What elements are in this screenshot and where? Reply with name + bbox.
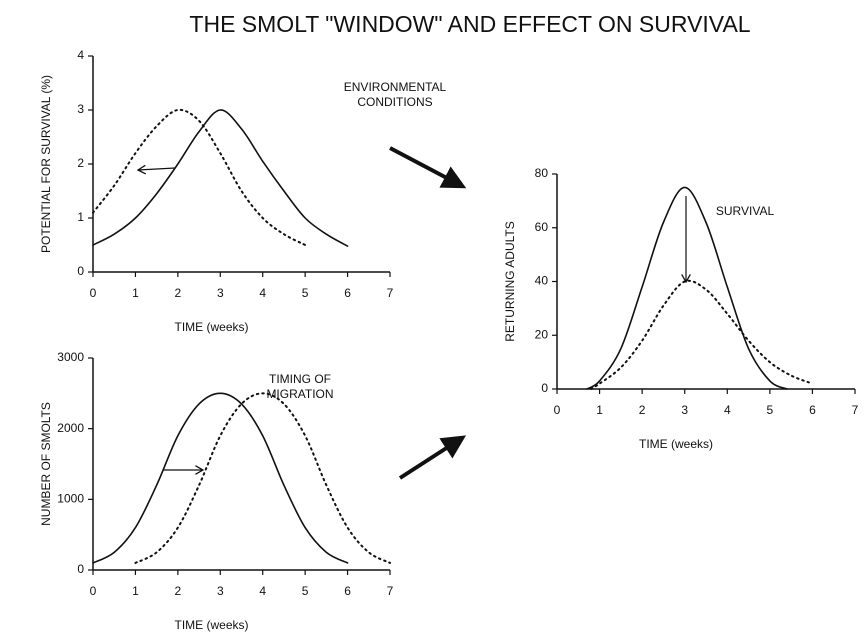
x-tick-label: 0 bbox=[90, 584, 97, 598]
x-axis-label: TIME (weeks) bbox=[174, 320, 248, 334]
x-tick-label: 6 bbox=[809, 403, 816, 417]
line-series bbox=[92, 109, 349, 247]
y-tick-label: 0 bbox=[77, 562, 84, 576]
y-axis-label: NUMBER OF SMOLTS bbox=[39, 402, 53, 526]
line-series bbox=[590, 279, 814, 390]
x-tick-label: 3 bbox=[217, 584, 224, 598]
figure-title: THE SMOLT "WINDOW" AND EFFECT ON SURVIVA… bbox=[189, 11, 750, 37]
x-tick-label: 1 bbox=[596, 403, 603, 417]
x-tick-label: 6 bbox=[344, 584, 351, 598]
y-tick-label: 0 bbox=[77, 264, 84, 278]
y-tick-label: 1000 bbox=[57, 492, 84, 506]
x-tick-label: 7 bbox=[387, 584, 394, 598]
y-tick-label: 3 bbox=[77, 102, 84, 116]
x-tick-label: 1 bbox=[132, 286, 139, 300]
x-tick-label: 2 bbox=[175, 286, 182, 300]
y-tick-label: 0 bbox=[541, 381, 548, 395]
x-tick-label: 1 bbox=[132, 584, 139, 598]
x-tick-label: 5 bbox=[302, 584, 309, 598]
x-tick-label: 4 bbox=[259, 584, 266, 598]
x-tick-label: 2 bbox=[175, 584, 182, 598]
x-tick-label: 4 bbox=[259, 286, 266, 300]
x-tick-label: 7 bbox=[387, 286, 394, 300]
line-series bbox=[92, 392, 349, 564]
shift-arrow bbox=[138, 168, 176, 170]
annotation: SURVIVAL bbox=[716, 204, 775, 218]
y-tick-label: 2 bbox=[77, 156, 84, 170]
line-series bbox=[134, 392, 391, 564]
x-tick-label: 0 bbox=[90, 286, 97, 300]
y-tick-label: 3000 bbox=[57, 350, 84, 364]
y-tick-label: 80 bbox=[535, 166, 549, 180]
line-series bbox=[586, 186, 788, 390]
x-axis-label: TIME (weeks) bbox=[639, 437, 713, 451]
flow-arrow bbox=[398, 435, 467, 480]
annotation: ENVIRONMENTAL bbox=[344, 80, 447, 94]
x-tick-label: 4 bbox=[724, 403, 731, 417]
y-tick-label: 4 bbox=[77, 48, 84, 62]
x-tick-label: 5 bbox=[767, 403, 774, 417]
flow-arrow bbox=[389, 146, 467, 189]
y-tick-label: 2000 bbox=[57, 421, 84, 435]
x-tick-label: 3 bbox=[217, 286, 224, 300]
y-tick-label: 1 bbox=[77, 210, 84, 224]
annotation: TIMING OF bbox=[269, 372, 331, 386]
line-series bbox=[92, 108, 307, 246]
y-axis-label: RETURNING ADULTS bbox=[503, 221, 517, 341]
x-tick-label: 3 bbox=[681, 403, 688, 417]
x-tick-label: 7 bbox=[852, 403, 859, 417]
x-axis-label: TIME (weeks) bbox=[174, 618, 248, 632]
x-tick-label: 2 bbox=[639, 403, 646, 417]
y-tick-label: 20 bbox=[535, 327, 549, 341]
y-axis-label: POTENTIAL FOR SURVIVAL (%) bbox=[39, 75, 53, 253]
x-tick-label: 0 bbox=[554, 403, 561, 417]
x-tick-label: 6 bbox=[344, 286, 351, 300]
x-tick-label: 5 bbox=[302, 286, 309, 300]
annotation: CONDITIONS bbox=[357, 95, 432, 109]
annotation: MIGRATION bbox=[266, 387, 333, 401]
y-tick-label: 60 bbox=[535, 220, 549, 234]
y-tick-label: 40 bbox=[535, 274, 549, 288]
